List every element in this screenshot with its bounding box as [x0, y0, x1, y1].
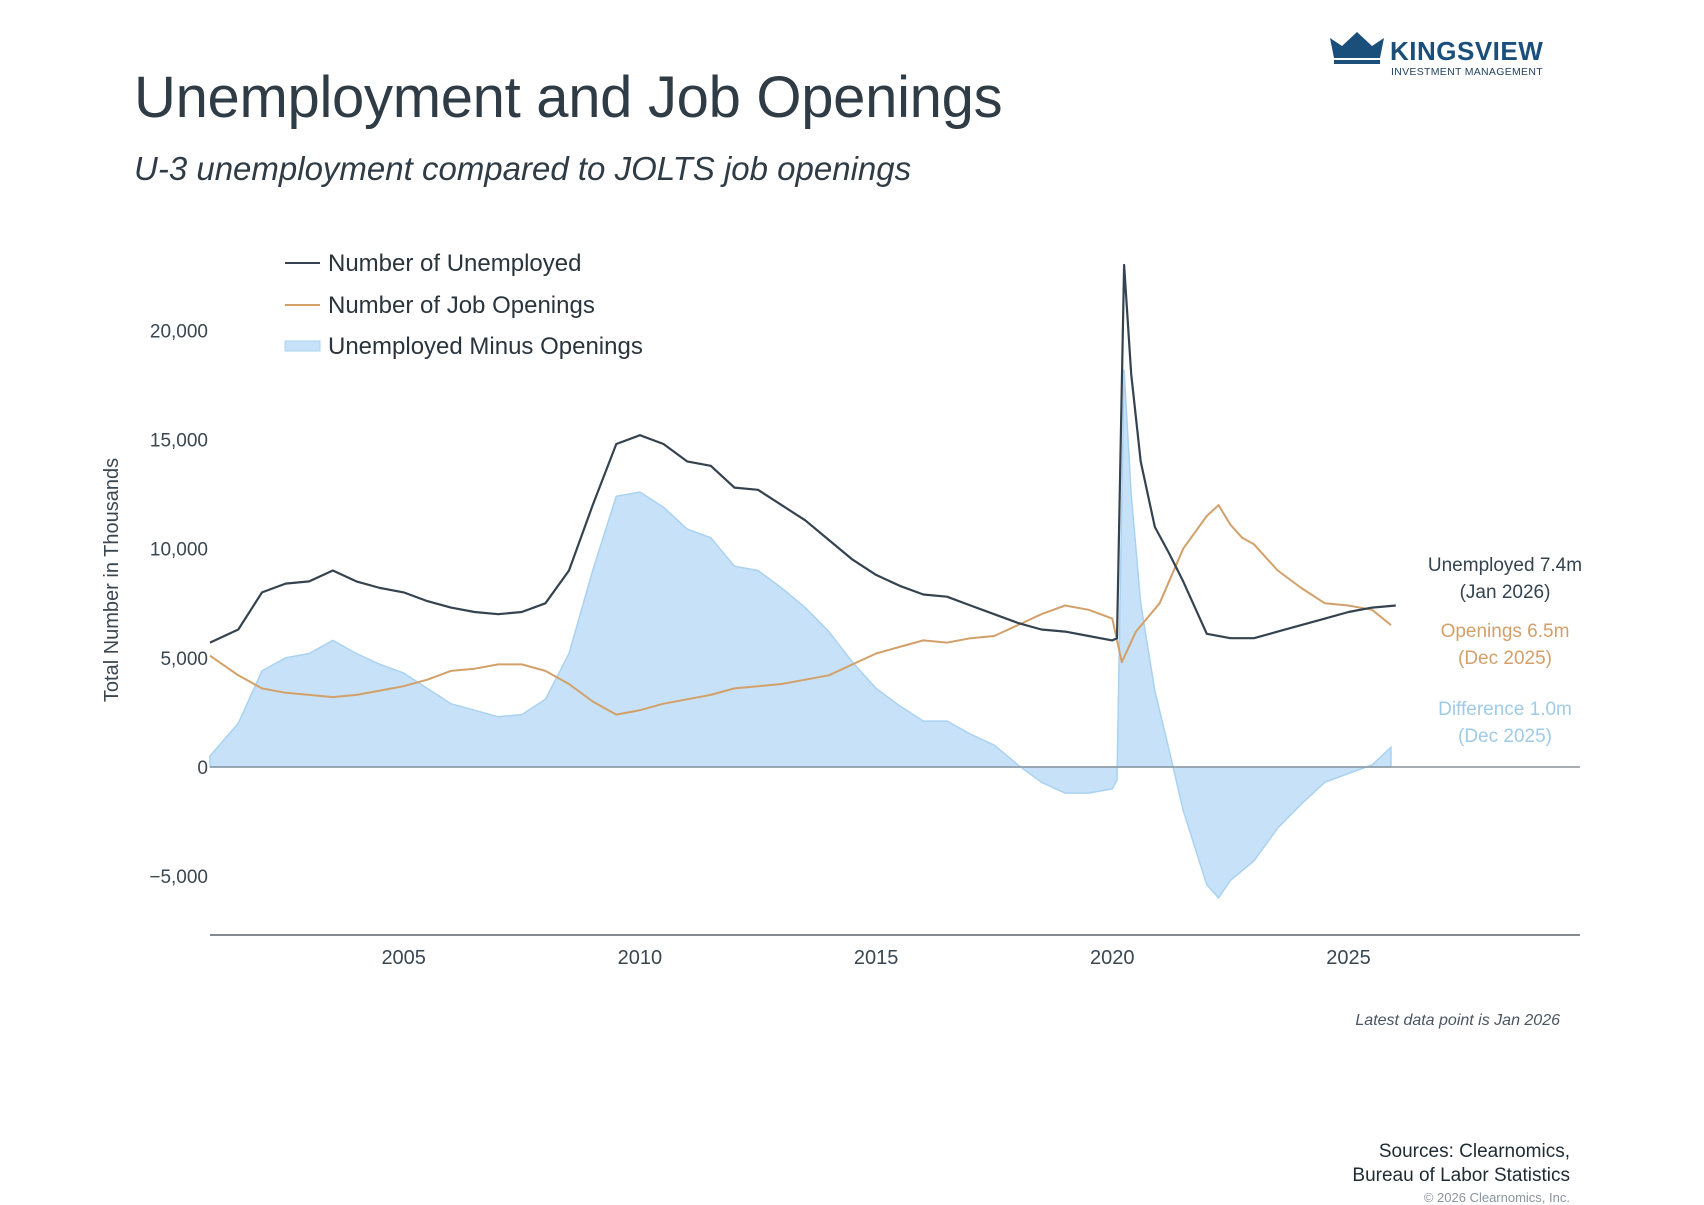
difference-area — [209, 369, 1392, 900]
legend-unemployed-label: Number of Unemployed — [328, 250, 581, 277]
sources-line-2: Bureau of Labor Statistics — [1352, 1165, 1570, 1186]
series-lines-group — [209, 263, 1396, 716]
page-subtitle: U-3 unemployment compared to JOLTS job o… — [134, 150, 912, 187]
x-tick-label: 2010 — [618, 947, 663, 969]
crown-icon — [1330, 32, 1384, 64]
annotations-group: Unemployed 7.4m (Jan 2026) Openings 6.5m (D… — [1428, 555, 1582, 747]
legend-difference-swatch — [284, 340, 321, 352]
annotation-unemployed-date: (Jan 2026) — [1460, 582, 1551, 603]
y-tick-label: −5,000 — [149, 867, 208, 888]
y-tick-label: 15,000 — [150, 431, 208, 452]
y-axis-label: Total Number in Thousands — [101, 458, 123, 702]
y-tick-label: 0 — [197, 758, 208, 779]
chart-svg: −5,000 0 5,000 10,000 15,000 20,000 Total Numb… — [101, 250, 1582, 969]
openings-line — [209, 504, 1392, 716]
logo-tagline: INVESTMENT MANAGEMENT — [1391, 66, 1543, 78]
legend-difference-label: Unemployed Minus Openings — [328, 333, 643, 360]
annotation-difference-date: (Dec 2025) — [1458, 726, 1552, 747]
x-tick-label: 2025 — [1326, 947, 1371, 969]
x-tick-label: 2020 — [1090, 947, 1135, 969]
unemployed-line — [209, 263, 1396, 644]
y-tick-label: 10,000 — [150, 540, 208, 561]
x-tick-label: 2015 — [854, 947, 899, 969]
difference-area-group — [209, 369, 1392, 900]
annotation-openings-value: Openings 6.5m — [1441, 621, 1570, 642]
chart-legend: Number of Unemployed Number of Job Openin… — [284, 250, 643, 360]
annotation-unemployed-value: Unemployed 7.4m — [1428, 555, 1582, 576]
sources-note: Sources: Clearnomics, Bureau of Labor St… — [1270, 1140, 1570, 1188]
page-title: Unemployment and Job Openings — [134, 65, 1003, 130]
annotation-difference-value: Difference 1.0m — [1438, 699, 1572, 720]
kingsview-logo: KINGSVIEW INVESTMENT MANAGEMENT — [1330, 30, 1560, 82]
sources-line-1: Sources: Clearnomics, — [1378, 1141, 1570, 1162]
legend-openings-label: Number of Job Openings — [328, 292, 595, 319]
y-tick-label: 5,000 — [160, 649, 208, 670]
x-tick-label: 2005 — [381, 947, 426, 969]
axes-group: −5,000 0 5,000 10,000 15,000 20,000 Total Numb… — [101, 321, 1580, 969]
logo-name: KINGSVIEW — [1390, 36, 1544, 66]
annotation-openings-date: (Dec 2025) — [1458, 648, 1552, 669]
y-tick-label: 20,000 — [150, 321, 208, 342]
copyright-note: © 2026 Clearnomics, Inc. — [1423, 1190, 1570, 1205]
latest-data-note: Latest data point is Jan 2026 — [1355, 1012, 1560, 1029]
